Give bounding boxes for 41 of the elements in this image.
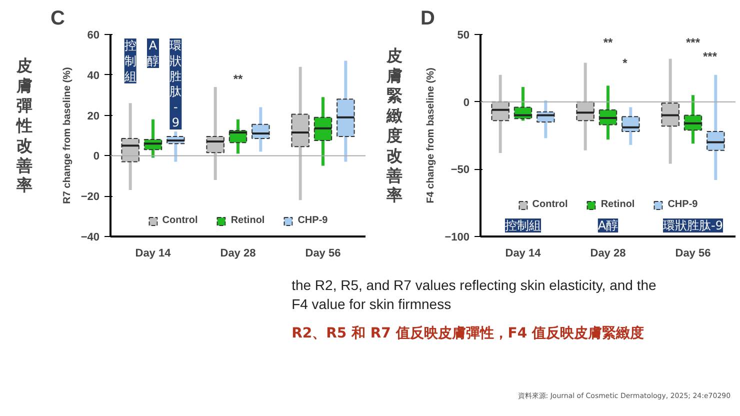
annotation: ** [233, 72, 243, 86]
y-axis-title: F4 change from baseline (%) [426, 68, 437, 204]
legend-label: Control [162, 215, 198, 226]
x-tick-label: Day 28 [590, 248, 626, 260]
text: R2、R5 和 R7 值反映皮膚彈性，F4 值反映皮膚緊緻度 [292, 324, 644, 342]
y-tick-label: 40 [87, 70, 100, 82]
x-tick-label: Day 14 [505, 248, 542, 260]
y-tick-label: −40 [80, 232, 100, 244]
y-axis-title: R7 change from baseline (%) [62, 67, 73, 204]
y-tick-label: 20 [87, 110, 100, 122]
chart-title: C [50, 8, 65, 30]
y-tick-label: 0 [93, 150, 100, 163]
annotation: * [622, 56, 628, 70]
x-tick-label: Day 28 [220, 248, 256, 260]
y-tick-label: −50 [450, 164, 470, 176]
text: 皮膚彈性改善率 [16, 56, 32, 195]
text: the R2, R5, and R7 values reflecting skin elasticity, and the F4 value for skin firmness [292, 276, 657, 312]
annotation: *** [686, 36, 700, 50]
legend-label: CHP-9 [668, 199, 698, 210]
annotation: A醇 [147, 38, 159, 68]
x-tick-label: Day 56 [675, 248, 711, 260]
y-tick-label: 60 [87, 30, 100, 42]
text: 皮膚緊緻度改善率 [386, 46, 404, 205]
y-tick-label: 0 [463, 96, 470, 109]
annotation: 環狀胜肽-9 [663, 218, 723, 232]
x-tick-label: Day 56 [305, 248, 341, 260]
y-tick-label: −100 [444, 232, 470, 244]
legend-label: Retinol [230, 215, 265, 226]
y-tick-label: 50 [457, 30, 470, 42]
annotation: 控制組 [123, 38, 136, 84]
legend-label: Retinol [600, 199, 635, 210]
annotation: 控制組 [505, 218, 541, 232]
annotation: *** [702, 50, 718, 64]
annotation: ** [603, 36, 613, 50]
x-tick-label: Day 14 [135, 248, 172, 260]
legend-label: CHP-9 [298, 215, 328, 226]
annotation: 環狀胜肽-9 [170, 38, 182, 130]
y-tick-label: −20 [80, 191, 100, 204]
legend-label: Control [532, 199, 568, 210]
chart-title: D [420, 8, 435, 30]
annotation: A醇 [598, 218, 618, 232]
